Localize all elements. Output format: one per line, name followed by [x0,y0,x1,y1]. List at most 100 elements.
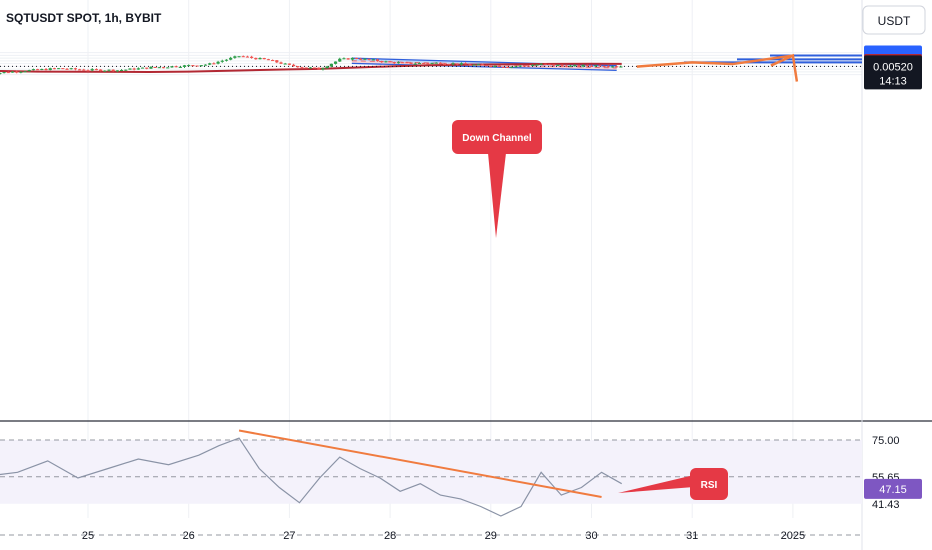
candle-body [598,65,602,67]
candle-body [271,60,275,62]
candle-body [241,56,245,58]
candle-body [136,68,140,70]
candle-body [103,70,107,72]
candle-body [594,65,598,67]
candle-body [485,65,489,67]
candle-body [90,69,94,71]
candle-body [564,65,568,67]
candle-body [422,63,426,65]
candle-body [69,68,73,70]
time-tick-label: 2025 [781,530,805,542]
candle-body [19,71,23,73]
candle-body [266,59,271,61]
candle-body [354,57,359,59]
candle-body [489,66,493,68]
moving-average [0,62,862,74]
candle-body [132,68,136,70]
candle-body [573,65,577,67]
candle-body [384,61,388,63]
down-channel-callout-box [452,120,542,154]
candle-body [430,62,434,64]
candle-body [111,69,115,72]
candle-body [304,67,308,69]
candle-body [296,66,300,68]
candle-body [552,64,556,66]
candle-body [451,63,455,65]
candle-body [350,57,354,60]
candle-body [346,58,350,60]
candle-body [317,67,321,70]
candle-body [291,64,296,67]
candle-body [434,62,438,64]
candles [0,55,623,75]
candle-body [98,69,103,71]
candle-body [36,69,40,71]
candle-body [107,69,111,71]
candle-body [476,64,480,66]
candle-body [472,64,476,66]
candle-body [514,66,518,68]
candle-body [216,61,220,64]
candle-body [505,66,510,68]
candle-body [619,66,623,68]
candle-body [380,61,384,63]
candle-body [86,70,90,72]
candle-body [493,65,497,67]
candle-body [283,63,287,65]
candle-body [199,65,203,67]
candle-body [157,67,161,69]
candle-body [262,58,266,60]
candle-body [250,56,254,58]
time-tick-label: 31 [686,530,698,542]
rsi-band [0,440,862,504]
candle-body [333,61,338,64]
axes: 2526272829303120250.006200.005800.005600… [82,45,922,542]
candle-body [547,64,552,66]
candle-body [124,69,128,71]
current-price-label: 0.00520 [873,61,913,73]
candle-body [61,68,65,70]
candle-body [497,65,501,67]
time-tick-label: 26 [183,530,195,542]
candle-body [602,66,606,68]
candle-body [526,65,531,67]
candle-body [543,63,547,65]
candle-body [615,66,619,68]
candle-body [585,65,589,67]
candle-body [539,63,543,65]
candle-body [577,65,581,67]
candle-body [119,70,124,72]
rsi-value-badge [864,478,922,499]
candle-body [208,63,212,65]
candle-body [191,65,195,67]
candle-body [57,68,61,70]
currency-button[interactable]: USDT [862,5,926,35]
symbol-title: SQTUSDT SPOT, 1h, BYBIT [6,11,162,25]
candle-body [338,58,342,62]
candle-body [195,65,199,67]
candle-body [40,69,44,71]
candle-body [438,62,443,64]
rsi-value-badge-label: 47.15 [879,484,907,496]
candle-body [140,67,145,69]
rsi-pane: RSI [0,429,862,536]
candle-body [178,66,182,68]
candle-body [359,58,363,60]
candle-body [0,72,2,74]
time-tick-label: 27 [283,530,295,542]
candle-body [367,58,371,60]
candle-body [388,61,392,63]
rsi-tick-label: 41.43 [872,499,900,511]
candle-body [2,72,6,74]
candle-body [606,66,610,68]
rsi-callout-pointer [618,475,694,493]
candle-body [78,69,82,71]
candle-body [212,63,216,65]
candle-body [254,57,258,60]
candle-body [568,65,573,67]
candle-body [518,65,522,67]
candle-body [371,59,375,61]
candle-body [187,65,191,67]
candle-body [312,67,317,69]
